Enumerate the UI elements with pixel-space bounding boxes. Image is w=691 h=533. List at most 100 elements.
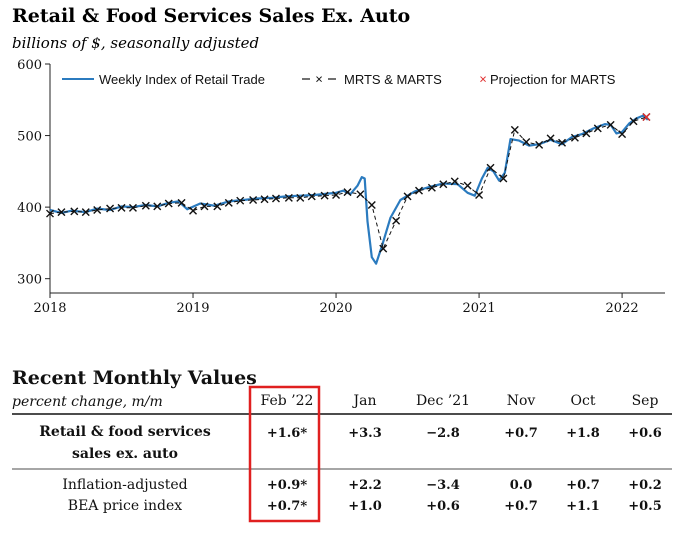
table-cell: +3.3 (348, 426, 382, 441)
series-mrts-point (117, 203, 126, 212)
table-cell: +0.6 (628, 426, 662, 441)
series-mrts-point (510, 125, 519, 134)
x-tick-label: 2020 (319, 301, 352, 316)
series-mrts-point (629, 117, 638, 126)
series-mrts-point (284, 193, 293, 202)
series-mrts-point (249, 195, 258, 204)
column-header: Sep (632, 393, 659, 409)
series-mrts-point (224, 198, 233, 207)
row-label-retail-line1: Retail & food services (39, 424, 211, 440)
series-mrts-point (582, 129, 591, 138)
series-mrts-point (213, 202, 222, 211)
y-tick-label: 300 (17, 273, 42, 288)
column-header: Oct (571, 393, 596, 409)
series-mrts-point (486, 163, 495, 172)
x-tick-label: 2018 (33, 301, 66, 316)
series-mrts-point (320, 191, 329, 200)
y-tick-label: 600 (17, 58, 42, 73)
table-headers: Feb ’22 Jan Dec ’21 Nov Oct Sep (261, 393, 659, 409)
series-layer (46, 112, 651, 265)
table-cells: +1.6* +3.3 −2.8 +0.7 +1.8 +0.6 +0.9* +2.2 −3.4 0.… (267, 426, 662, 514)
table-cell: +1.1 (566, 499, 600, 514)
series-mrts-point (415, 186, 423, 195)
series-mrts-point (128, 203, 137, 212)
column-header: Nov (507, 393, 536, 409)
table-cell: +0.7 (566, 478, 600, 493)
series-mrts-point (475, 190, 484, 199)
series-mrts-point (236, 196, 245, 205)
series-mrts-point (499, 174, 508, 183)
series-projection-point (642, 112, 651, 121)
legend-mrts-marker: × (315, 72, 323, 87)
table-cell: +0.9* (267, 478, 308, 493)
series-mrts-point (189, 206, 198, 215)
table-cell: +0.7 (504, 499, 538, 514)
table-cell: +0.5 (628, 499, 662, 514)
series-mrts-point (618, 130, 627, 139)
series-mrts-point (81, 208, 90, 217)
series-mrts-point (296, 193, 305, 202)
table-title: Recent Monthly Values (12, 367, 257, 389)
series-mrts-point (57, 208, 66, 217)
series-mrts-point (392, 216, 401, 225)
x-tick-label: 2021 (463, 301, 496, 316)
series-mrts-point (106, 204, 115, 213)
series-mrts-point (570, 133, 579, 142)
legend: Weekly Index of Retail Trade × MRTS & MA… (62, 72, 616, 88)
table-cell: +1.6* (267, 426, 308, 441)
y-tick-label: 500 (17, 130, 42, 145)
row-label-retail-line2: sales ex. auto (72, 446, 178, 462)
series-mrts-point (522, 138, 531, 146)
chart-title: Retail & Food Services Sales Ex. Auto (12, 5, 410, 27)
series-mrts-point (153, 202, 162, 211)
recent-values-table: Recent Monthly Values percent change, m/… (12, 367, 672, 523)
series-mrts-point (93, 205, 102, 214)
series-mrts-point (606, 120, 615, 129)
table-cell: +2.2 (348, 478, 382, 493)
column-header: Jan (352, 393, 377, 409)
series-mrts-point (593, 124, 602, 133)
legend-item-weekly: Weekly Index of Retail Trade (62, 72, 265, 87)
series-mrts-point (307, 192, 316, 201)
series-mrts-line (49, 116, 647, 251)
series-mrts-point (177, 198, 186, 207)
highlight-box (248, 385, 321, 523)
series-mrts-point (46, 209, 54, 218)
series-mrts-point (200, 202, 209, 211)
series-mrts-point (356, 190, 365, 199)
series-mrts-point (463, 181, 472, 190)
series-mrts-point (343, 188, 352, 197)
table-cell: −3.4 (426, 478, 460, 493)
row-label-bea: BEA price index (68, 498, 183, 514)
table-cell: +0.6 (426, 499, 460, 514)
table-cell: 0.0 (510, 478, 533, 493)
table-cell: +0.7 (504, 426, 538, 441)
series-mrts-point (535, 140, 544, 149)
series-mrts-point (367, 200, 376, 209)
column-header: Dec ’21 (416, 393, 470, 409)
series-mrts-point (141, 201, 150, 210)
series-mrts-point (439, 180, 448, 189)
table-cell: −2.8 (426, 426, 460, 441)
legend-mrts-label: MRTS & MARTS (344, 72, 442, 87)
x-ticks: 2018 2019 2020 2021 2022 (33, 293, 639, 316)
chart-subtitle: billions of $, seasonally adjusted (12, 34, 259, 52)
table-cell: +0.7* (267, 499, 308, 514)
column-header: Feb ’22 (261, 393, 314, 409)
legend-projection-marker: × (479, 72, 487, 87)
table-row-labels: Retail & food services sales ex. auto In… (39, 424, 211, 514)
legend-item-mrts: × MRTS & MARTS (302, 72, 442, 87)
series-mrts-point (260, 195, 269, 204)
y-ticks: 300 400 500 600 (17, 58, 50, 288)
series-mrts-point (332, 190, 341, 199)
table-subtitle: percent change, m/m (12, 394, 163, 410)
legend-item-projection: × Projection for MARTS (479, 72, 616, 88)
series-mrts-point (450, 177, 459, 186)
plot-area: 300 400 500 600 2018 2019 2020 2021 2022 (17, 58, 665, 316)
series-mrts-point (164, 199, 173, 208)
x-tick-label: 2019 (176, 301, 209, 316)
series-mrts-point (379, 244, 388, 253)
y-tick-label: 400 (17, 201, 42, 216)
row-label-inflation: Inflation-adjusted (62, 477, 187, 493)
x-tick-label: 2022 (606, 301, 639, 316)
